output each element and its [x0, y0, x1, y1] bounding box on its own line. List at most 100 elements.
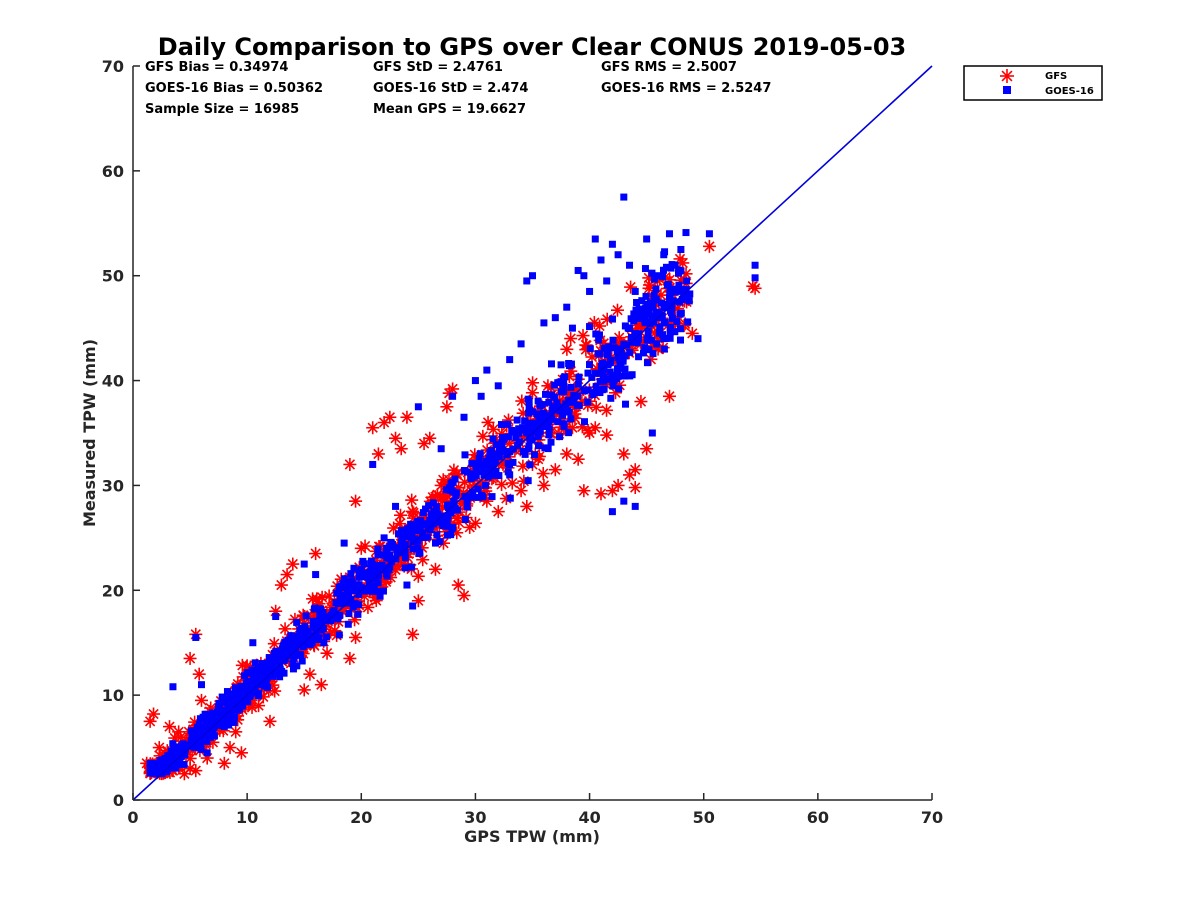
goes16-point	[658, 273, 666, 281]
goes16-point	[226, 715, 234, 723]
goes16-point	[557, 388, 565, 396]
goes16-point	[416, 549, 424, 557]
goes16-point	[242, 679, 250, 687]
goes16-point	[244, 698, 252, 706]
goes16-point	[524, 420, 532, 428]
goes16-point	[621, 352, 629, 360]
goes16-point	[312, 571, 320, 579]
goes16-point	[608, 240, 616, 248]
gfs-point	[526, 376, 540, 390]
goes16-point	[409, 538, 417, 546]
goes16-point	[607, 394, 615, 402]
goes16-point	[610, 344, 618, 352]
goes16-point	[241, 683, 249, 691]
goes16-point	[525, 409, 533, 417]
goes16-point	[347, 570, 355, 578]
gfs-point	[240, 659, 254, 673]
goes16-point	[337, 582, 345, 590]
goes16-point	[332, 599, 340, 607]
goes16-point	[382, 570, 390, 578]
goes16-point	[592, 383, 600, 391]
goes16-point	[444, 514, 452, 522]
goes16-point	[547, 438, 555, 446]
goes16-point	[461, 516, 469, 524]
gfs-point	[481, 415, 495, 429]
x-tick-label: 0	[127, 808, 138, 827]
x-tick-label: 60	[807, 808, 829, 827]
goes16-point	[596, 389, 604, 397]
goes16-point	[673, 318, 681, 326]
x-tick-label: 20	[350, 808, 372, 827]
goes16-point	[227, 694, 235, 702]
goes16-point	[464, 493, 472, 501]
goes16-point	[545, 398, 553, 406]
goes16-point	[270, 657, 278, 665]
goes16-point	[178, 748, 186, 756]
goes16-point	[485, 455, 493, 463]
goes16-point	[565, 429, 573, 437]
gfs-point	[223, 741, 237, 755]
goes16-point	[510, 428, 518, 436]
gfs-point	[748, 281, 762, 295]
goes16-point	[504, 420, 512, 428]
goes16-point	[660, 335, 668, 343]
goes16-point	[541, 444, 549, 452]
goes16-point	[317, 618, 325, 626]
goes16-point	[668, 314, 676, 322]
goes16-point	[676, 298, 684, 306]
goes16-point	[356, 571, 364, 579]
goes16-point	[374, 565, 382, 573]
goes16-point	[248, 666, 256, 674]
goes16-point	[575, 401, 583, 409]
goes16-point	[321, 616, 329, 624]
goes16-point	[666, 287, 674, 295]
goes16-point	[489, 469, 497, 477]
goes16-point	[211, 719, 219, 727]
goes16-point	[580, 272, 588, 280]
goes16-point	[560, 422, 568, 430]
goes16-point	[660, 345, 668, 353]
goes16-point	[676, 336, 684, 344]
y-tick-label: 70	[102, 57, 124, 76]
goes16-point	[291, 637, 299, 645]
goes16-point	[336, 611, 344, 619]
goes16-point	[487, 463, 495, 471]
goes16-point	[401, 554, 409, 562]
gfs-point	[458, 475, 472, 489]
goes16-point	[414, 517, 422, 525]
goes16-point	[684, 318, 692, 326]
legend-goes16-label: GOES-16	[1045, 86, 1094, 97]
goes16-point	[652, 285, 660, 293]
goes16-point	[452, 492, 460, 500]
goes16-point	[608, 508, 616, 516]
gfs-point	[537, 478, 551, 492]
goes16-point	[609, 382, 617, 390]
goes16-point	[166, 754, 174, 762]
goes16-point	[521, 450, 529, 458]
x-tick-label: 70	[921, 808, 943, 827]
goes16-point	[240, 672, 248, 680]
goes16-point	[619, 357, 627, 365]
gfs-point	[147, 707, 161, 721]
gfs-point	[451, 578, 465, 592]
mean-gps: Mean GPS = 19.6627	[373, 102, 526, 117]
goes16-point	[386, 551, 394, 559]
goes16-point	[628, 371, 636, 379]
y-tick-label: 30	[102, 476, 124, 495]
goes16-point	[290, 654, 298, 662]
y-tick-label: 10	[102, 686, 124, 705]
goes16-point	[665, 230, 673, 238]
gfs-point	[505, 476, 519, 490]
goes16-point	[661, 318, 669, 326]
goes16-point	[610, 377, 618, 385]
goes16-point	[364, 585, 372, 593]
goes16-point	[621, 322, 629, 330]
goes16-point	[666, 328, 674, 336]
goes16-point	[374, 545, 382, 553]
gfs-rms: GFS RMS = 2.5007	[601, 60, 737, 75]
goes16-point	[190, 742, 198, 750]
goes16-point	[676, 310, 684, 318]
goes16-point	[591, 235, 599, 243]
goes16-point	[227, 709, 235, 717]
